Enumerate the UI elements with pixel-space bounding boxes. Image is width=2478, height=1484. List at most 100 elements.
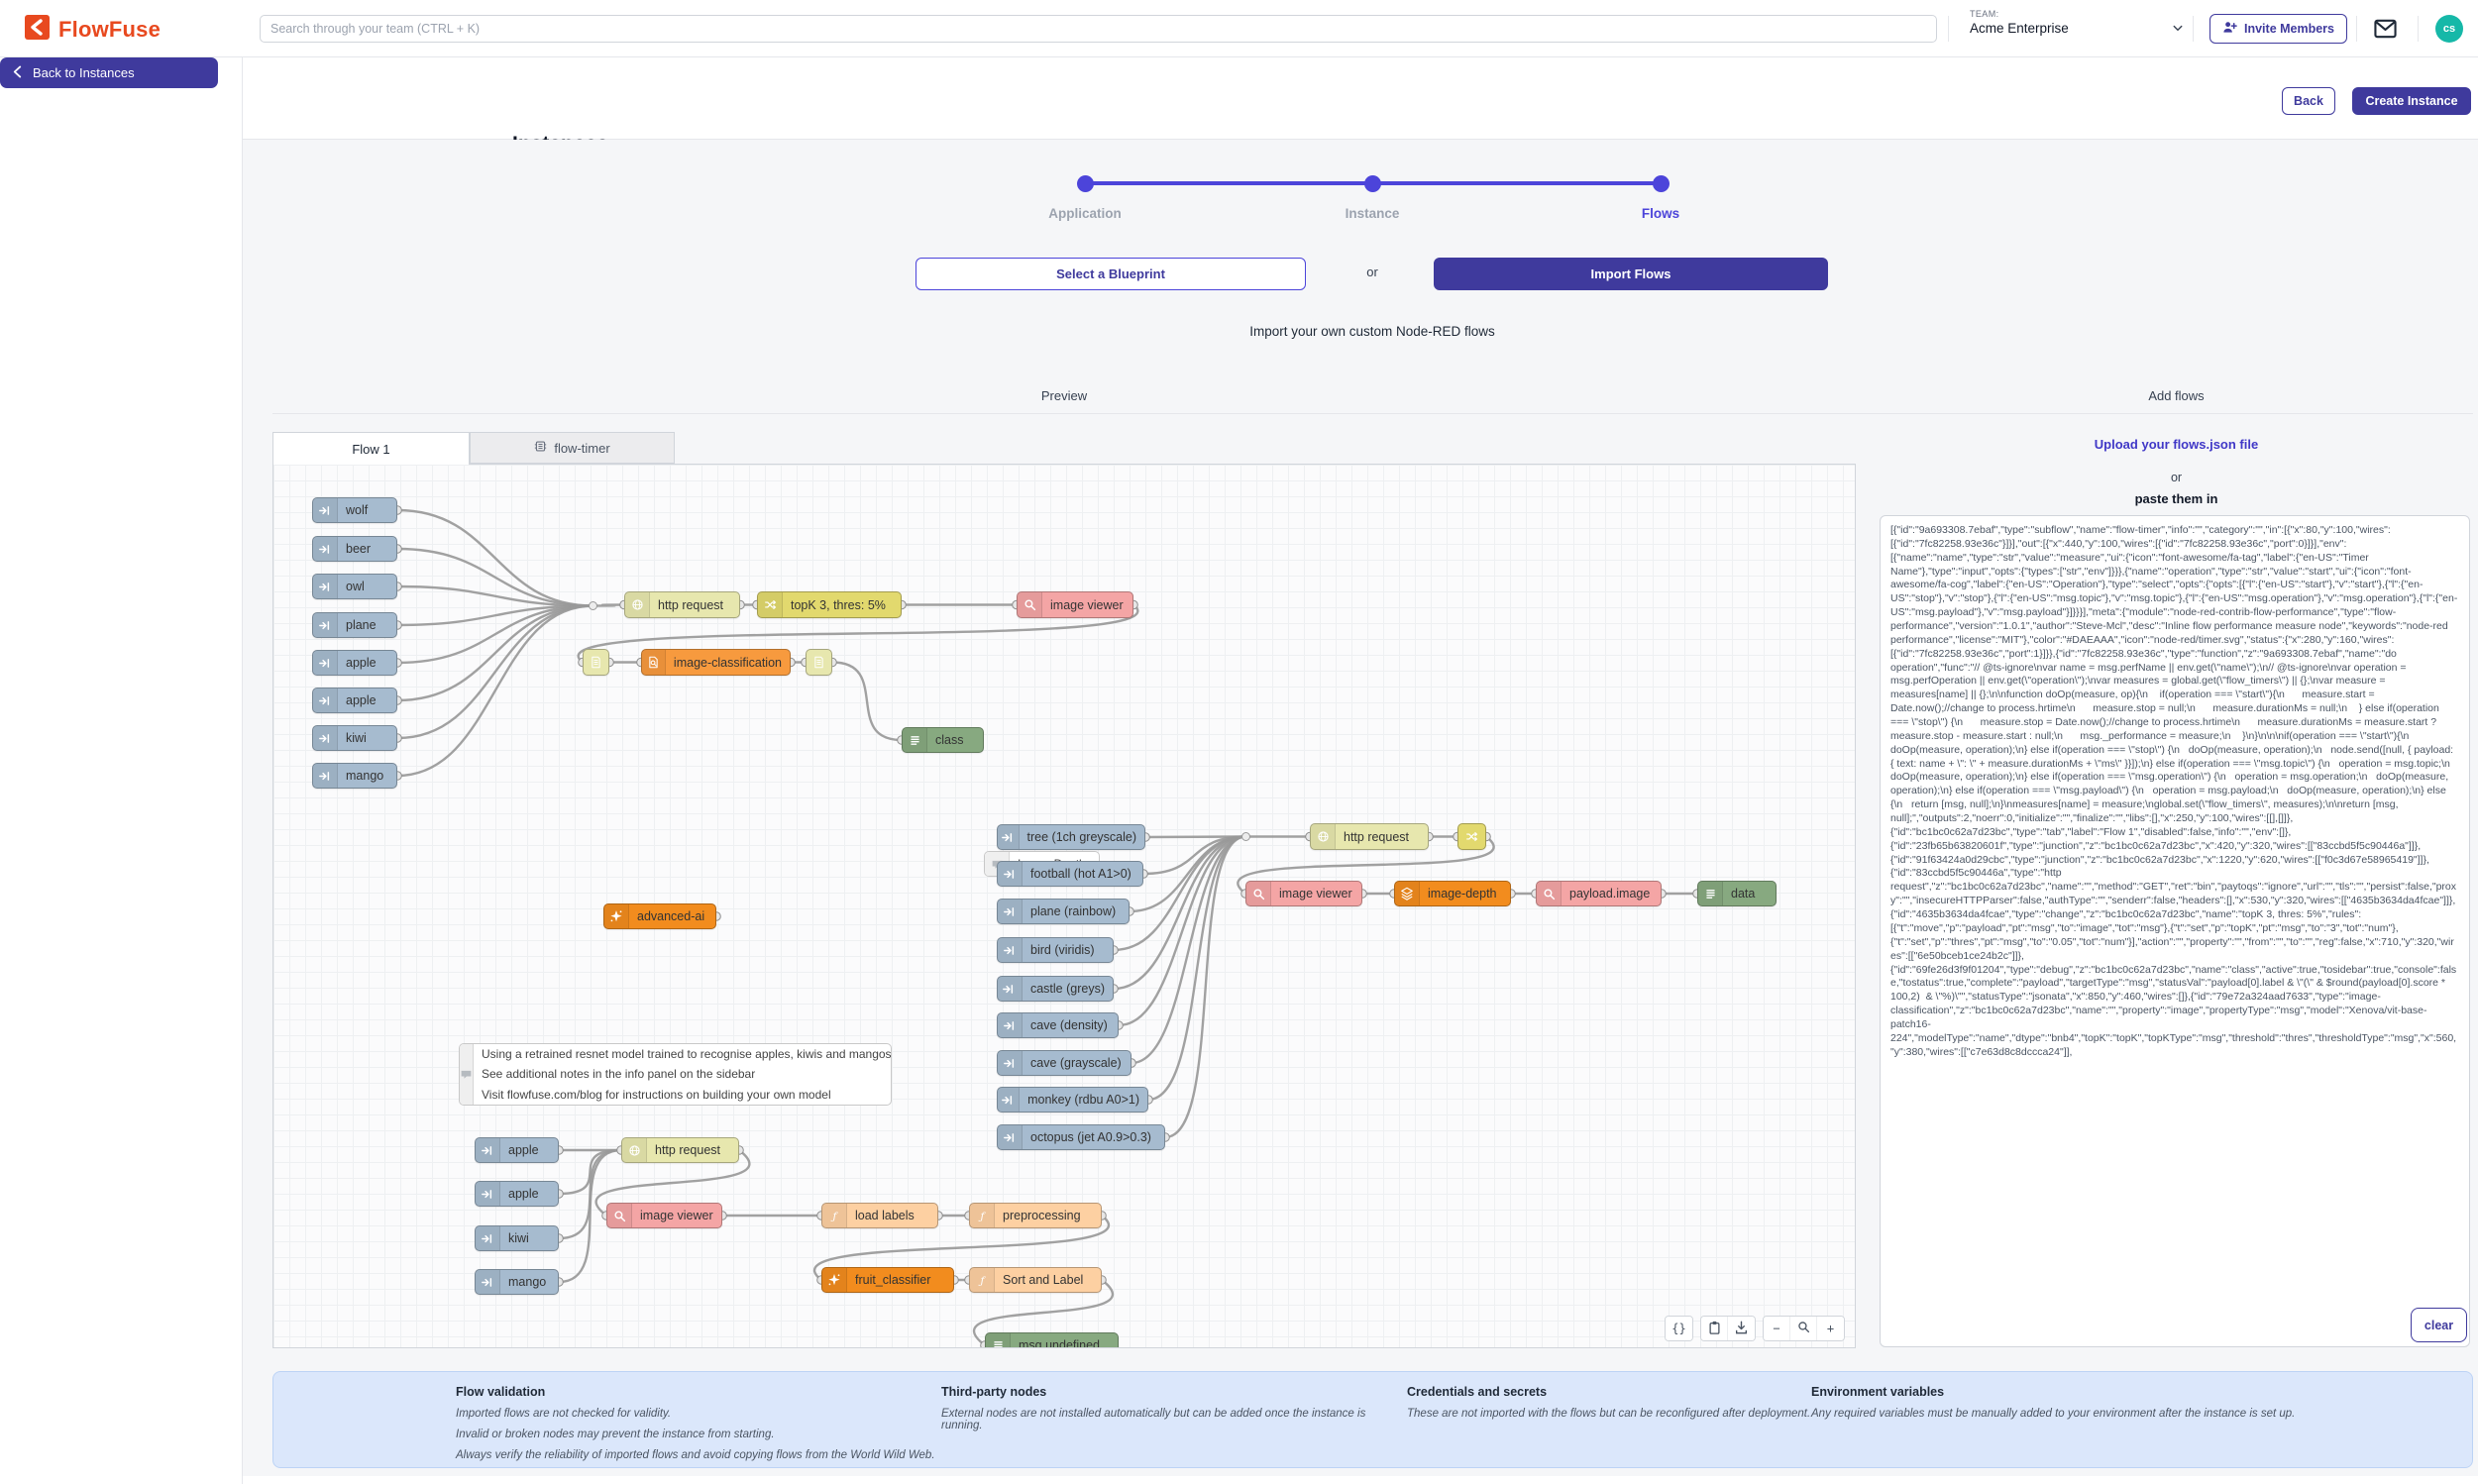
flow-node-monkey-rdbu-a0-1-[interactable]: monkey (rdbu A0>1): [997, 1087, 1148, 1113]
arrow-icon: [998, 1051, 1023, 1075]
flow-node-payload-image[interactable]: payload.image: [1536, 881, 1662, 906]
flow-preview-canvas[interactable]: {} − + wolf beer owl plane apple apple kiwi man…: [272, 464, 1856, 1348]
copy-button[interactable]: [1701, 1317, 1728, 1340]
flow-node-apple[interactable]: apple: [475, 1137, 559, 1163]
header-divider: [1948, 16, 1949, 42]
flow-node-sort-and-label[interactable]: ƒ Sort and Label: [969, 1267, 1102, 1293]
flow-node-topk-3-thres-5-[interactable]: topK 3, thres: 5%: [757, 591, 902, 618]
arrow-icon: [313, 613, 338, 637]
flow-node-preprocessing[interactable]: ƒ preprocessing: [969, 1203, 1102, 1228]
flow-node-owl[interactable]: owl: [312, 574, 397, 599]
flow-node-load-labels[interactable]: ƒ load labels: [821, 1203, 938, 1228]
flow-node-mango[interactable]: mango: [475, 1269, 559, 1295]
flow-node-wolf[interactable]: wolf: [312, 497, 397, 523]
flow-node-image-classification[interactable]: image-classification: [641, 649, 791, 676]
flow-node-fruit-classifier[interactable]: fruit_classifier: [821, 1267, 954, 1293]
invite-members-button[interactable]: Invite Members: [2209, 14, 2348, 44]
flow-node-label: load labels: [855, 1209, 915, 1222]
tab-flow-timer[interactable]: flow-timer: [470, 432, 675, 464]
flow-node-label: cave (density): [1030, 1018, 1108, 1032]
upload-flows-link[interactable]: Upload your flows.json file: [2094, 437, 2259, 452]
flow-node-kiwi[interactable]: kiwi: [475, 1225, 559, 1251]
step-dot-application[interactable]: [1077, 175, 1094, 192]
flow-node-apple[interactable]: apple: [312, 688, 397, 713]
select-blueprint-button[interactable]: Select a Blueprint: [916, 258, 1306, 290]
shuffle-icon: [1458, 824, 1485, 849]
flow-node-cave-density-[interactable]: cave (density): [997, 1012, 1119, 1038]
flow-node-beer[interactable]: beer: [312, 536, 397, 562]
arrow-icon: [998, 825, 1020, 849]
flow-node-data[interactable]: data: [1697, 881, 1777, 906]
flow-node-label: apple: [346, 693, 377, 707]
flow-node-template[interactable]: [806, 649, 832, 676]
flow-node-mango[interactable]: mango: [312, 763, 397, 789]
tab-flow-1-label: Flow 1: [352, 441, 390, 457]
tab-flow-1[interactable]: Flow 1: [272, 432, 470, 465]
flow-node-plane-rainbow-[interactable]: plane (rainbow): [997, 899, 1130, 924]
flow-node-apple[interactable]: apple: [312, 650, 397, 676]
flow-node-cave-grayscale-[interactable]: cave (grayscale): [997, 1050, 1131, 1076]
flowfuse-logo[interactable]: FlowFuse: [24, 14, 161, 46]
flow-node-http-request[interactable]: http request: [621, 1137, 739, 1163]
arrow-icon: [313, 498, 338, 522]
create-instance-button[interactable]: Create Instance: [2352, 87, 2471, 115]
note-flow-validation: Flow validation Imported flows are not c…: [456, 1385, 941, 1470]
flow-node-label: mango: [346, 769, 384, 783]
header-divider: [2418, 16, 2419, 42]
code-view-button[interactable]: {}: [1666, 1317, 1692, 1340]
flow-node-label: image-classification: [673, 655, 782, 670]
chevron-down-icon[interactable]: [2172, 22, 2184, 37]
arrow-icon: [998, 938, 1023, 962]
flow-node-msg-undefined[interactable]: msg.undefined: [985, 1332, 1119, 1347]
back-to-instances-button[interactable]: Back to Instances: [0, 57, 218, 88]
toolbar-group-zoom: − +: [1763, 1316, 1845, 1341]
flow-node-octopus-jet-a0-9-0-3-[interactable]: octopus (jet A0.9>0.3): [997, 1124, 1165, 1150]
flow-node-image-viewer[interactable]: image viewer: [1017, 591, 1133, 618]
flow-node-comment[interactable]: Using a retrained resnet model trained t…: [459, 1043, 892, 1106]
flow-node-label: image viewer: [1279, 887, 1352, 901]
arrow-icon: [476, 1226, 500, 1250]
flow-node-football-hot-a1-0-[interactable]: football (hot A1>0): [997, 861, 1143, 887]
flow-node-label: apple: [508, 1187, 539, 1201]
clear-button[interactable]: clear: [2411, 1308, 2467, 1342]
import-flows-button[interactable]: Import Flows: [1434, 258, 1828, 290]
flow-node-tree-1ch-greyscale-[interactable]: tree (1ch greyscale): [997, 824, 1145, 850]
flow-node-advanced-ai[interactable]: advanced-ai: [603, 903, 716, 929]
flow-node-apple[interactable]: apple: [475, 1181, 559, 1207]
flow-node-junction[interactable]: [1241, 832, 1250, 841]
or-label: or: [1366, 265, 1378, 279]
flow-node-kiwi[interactable]: kiwi: [312, 725, 397, 751]
flow-node-castle-greys-[interactable]: castle (greys): [997, 976, 1114, 1002]
flow-node-change[interactable]: [1457, 823, 1486, 850]
step-dot-flows[interactable]: [1653, 175, 1670, 192]
flow-node-image-depth[interactable]: image-depth: [1394, 881, 1511, 906]
zoom-in-button[interactable]: +: [1817, 1317, 1844, 1340]
mail-icon[interactable]: [2372, 17, 2398, 41]
code-braces-icon: {}: [1671, 1322, 1686, 1335]
flow-node-class[interactable]: class: [902, 727, 984, 753]
avatar[interactable]: cs: [2435, 15, 2463, 43]
flow-node-junction[interactable]: [589, 601, 597, 610]
flow-node-plane[interactable]: plane: [312, 612, 397, 638]
flow-node-http-request[interactable]: http request: [624, 591, 740, 618]
note-line: Any required variables must be manually …: [1811, 1408, 2296, 1420]
zoom-out-button[interactable]: −: [1764, 1317, 1790, 1340]
doc-icon: [584, 650, 608, 675]
flow-node-template[interactable]: [583, 649, 609, 676]
step-dot-instance[interactable]: [1364, 175, 1381, 192]
flows-json-textarea[interactable]: [{"id":"9a693308.7ebaf","type":"subflow"…: [1880, 515, 2470, 1347]
flow-node-http-request[interactable]: http request: [1310, 823, 1429, 850]
search-input[interactable]: [260, 15, 1937, 43]
zoom-reset-icon: [1797, 1321, 1810, 1336]
download-button[interactable]: [1728, 1317, 1755, 1340]
flow-node-image-viewer[interactable]: image viewer: [606, 1203, 722, 1228]
header-divider: [2356, 16, 2357, 42]
back-button[interactable]: Back: [2282, 87, 2335, 115]
page-header-band: Instances Let's get your new Node-RED in…: [243, 57, 2478, 181]
team-selector[interactable]: TEAM: Acme Enterprise: [1970, 9, 2069, 36]
flow-node-bird-viridis-[interactable]: bird (viridis): [997, 937, 1114, 963]
flow-node-image-viewer[interactable]: image viewer: [1245, 881, 1362, 906]
zoom-reset-button[interactable]: [1790, 1317, 1817, 1340]
brand-name: FlowFuse: [58, 17, 162, 42]
